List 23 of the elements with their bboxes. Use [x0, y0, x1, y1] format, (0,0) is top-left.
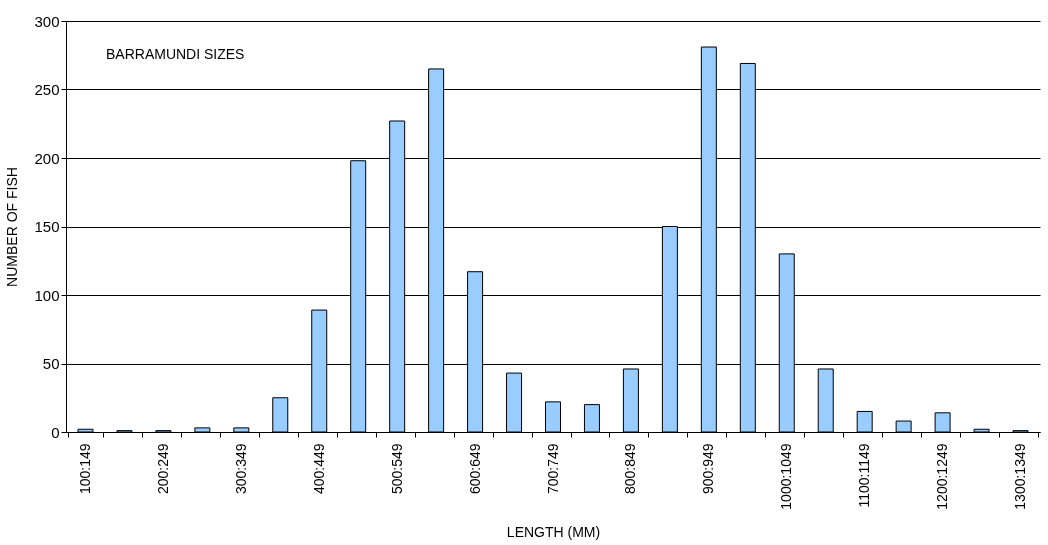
x-tick-label: 1200:1249 [934, 443, 951, 510]
y-tick-label: 300 [34, 12, 60, 30]
x-tick-label: 1300:1349 [1012, 443, 1029, 510]
x-tick-label: 800:849 [622, 443, 639, 495]
x-tick-label: 200:249 [154, 443, 171, 495]
y-tick-label: 100 [34, 286, 60, 304]
y-tick-label: 50 [42, 355, 60, 372]
y-tick-label: 0 [51, 423, 60, 441]
x-tick-label: 900:949 [700, 443, 717, 495]
x-tick-label: 500:549 [388, 443, 405, 495]
y-tick-label: 250 [34, 81, 60, 98]
x-tick-label: 1100:1149 [856, 443, 873, 508]
text: BARRAMUNDI SIZES [106, 46, 245, 62]
y-tick-label: 150 [34, 218, 60, 235]
y-axis-title: NUMBER OF FISH [4, 167, 21, 287]
x-axis-title: LENGTH (MM) [506, 523, 601, 540]
x-tick-label: 1000:1049 [778, 443, 795, 510]
y-tick-label: 200 [34, 149, 60, 167]
x-tick-label: 300:349 [232, 443, 249, 495]
x-tick-label: 100:149 [76, 443, 93, 495]
x-tick-label: 600:649 [466, 443, 483, 495]
x-tick-label: 700:749 [544, 443, 561, 495]
x-tick-label: 400:449 [310, 443, 327, 495]
